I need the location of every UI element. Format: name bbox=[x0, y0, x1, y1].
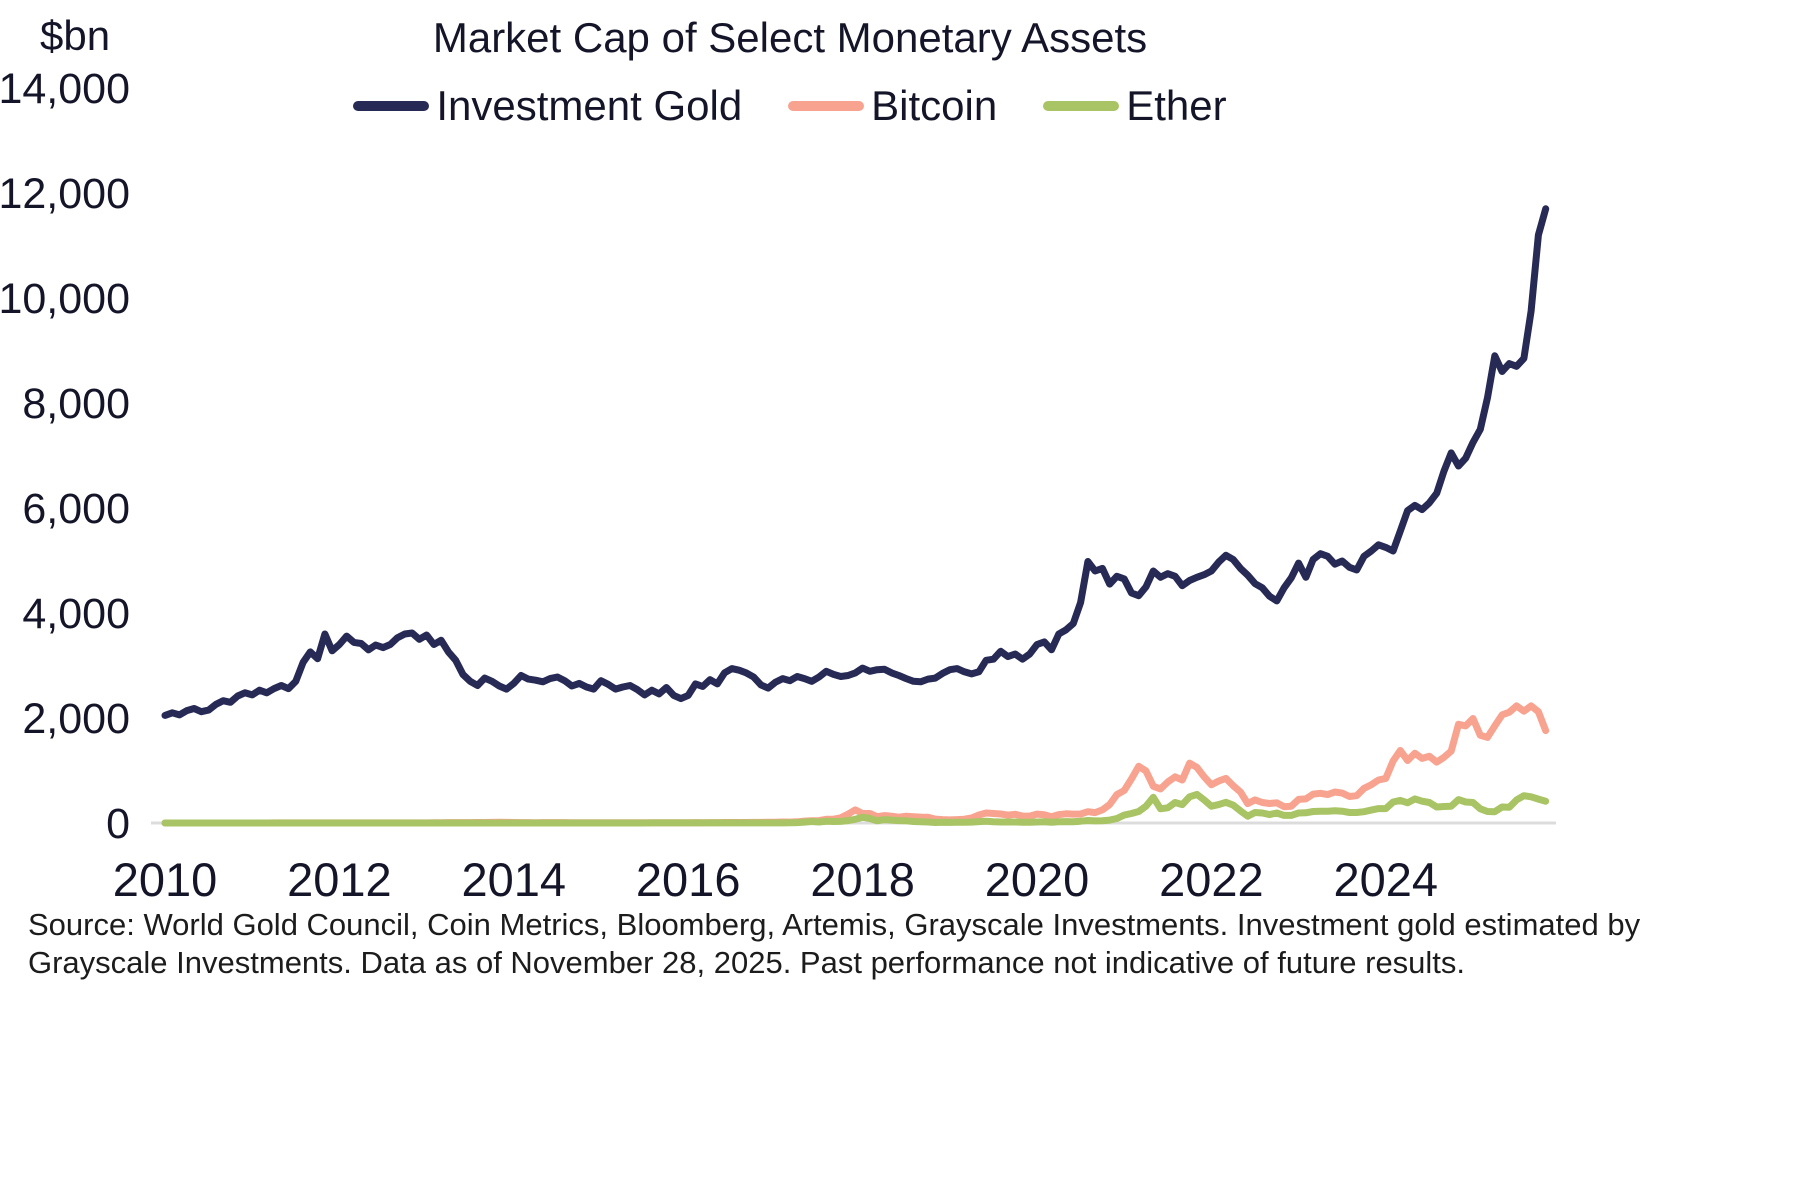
investment-gold-line-swatch bbox=[353, 101, 430, 111]
chart-title: Market Cap of Select Monetary Assets bbox=[432, 14, 1148, 61]
x-tick-label: 2016 bbox=[636, 853, 741, 906]
y-tick-label: 2,000 bbox=[22, 695, 130, 743]
bitcoin-line-swatch bbox=[788, 101, 865, 111]
y-tick-label: 12,000 bbox=[0, 170, 130, 218]
y-tick-label: 6,000 bbox=[22, 485, 130, 533]
chart-legend: Investment Gold Bitcoin Ether bbox=[0, 82, 1580, 130]
legend-item-investment-gold: Investment Gold bbox=[353, 82, 742, 130]
y-axis-unit-label: $bn bbox=[40, 12, 111, 59]
investment-gold-line bbox=[161, 205, 1550, 719]
legend-item-bitcoin: Bitcoin bbox=[788, 82, 997, 130]
ether-line bbox=[161, 790, 1550, 827]
y-tick-label: 4,000 bbox=[22, 590, 130, 638]
ether-line-swatch bbox=[1043, 101, 1120, 111]
x-tick-label: 2018 bbox=[810, 853, 915, 906]
y-tick-label: 0 bbox=[106, 800, 130, 848]
legend-item-ether: Ether bbox=[1043, 82, 1227, 130]
source-note: Source: World Gold Council, Coin Metrics… bbox=[28, 907, 1641, 981]
x-tick-label: 2022 bbox=[1159, 853, 1264, 906]
x-tick-label: 2024 bbox=[1334, 853, 1439, 906]
legend-label-bitcoin: Bitcoin bbox=[871, 82, 998, 129]
y-tick-label: 8,000 bbox=[22, 380, 130, 428]
y-tick-label: 10,000 bbox=[0, 275, 130, 323]
bitcoin-line bbox=[161, 702, 1550, 827]
y-tick-label: 14,000 bbox=[0, 65, 130, 113]
x-tick-label: 2020 bbox=[985, 853, 1090, 906]
legend-label-investment-gold: Investment Gold bbox=[436, 82, 743, 129]
x-tick-label: 2012 bbox=[287, 853, 392, 906]
x-tick-label: 2014 bbox=[462, 853, 567, 906]
x-tick-label: 2010 bbox=[113, 853, 218, 906]
legend-label-ether: Ether bbox=[1126, 82, 1227, 129]
